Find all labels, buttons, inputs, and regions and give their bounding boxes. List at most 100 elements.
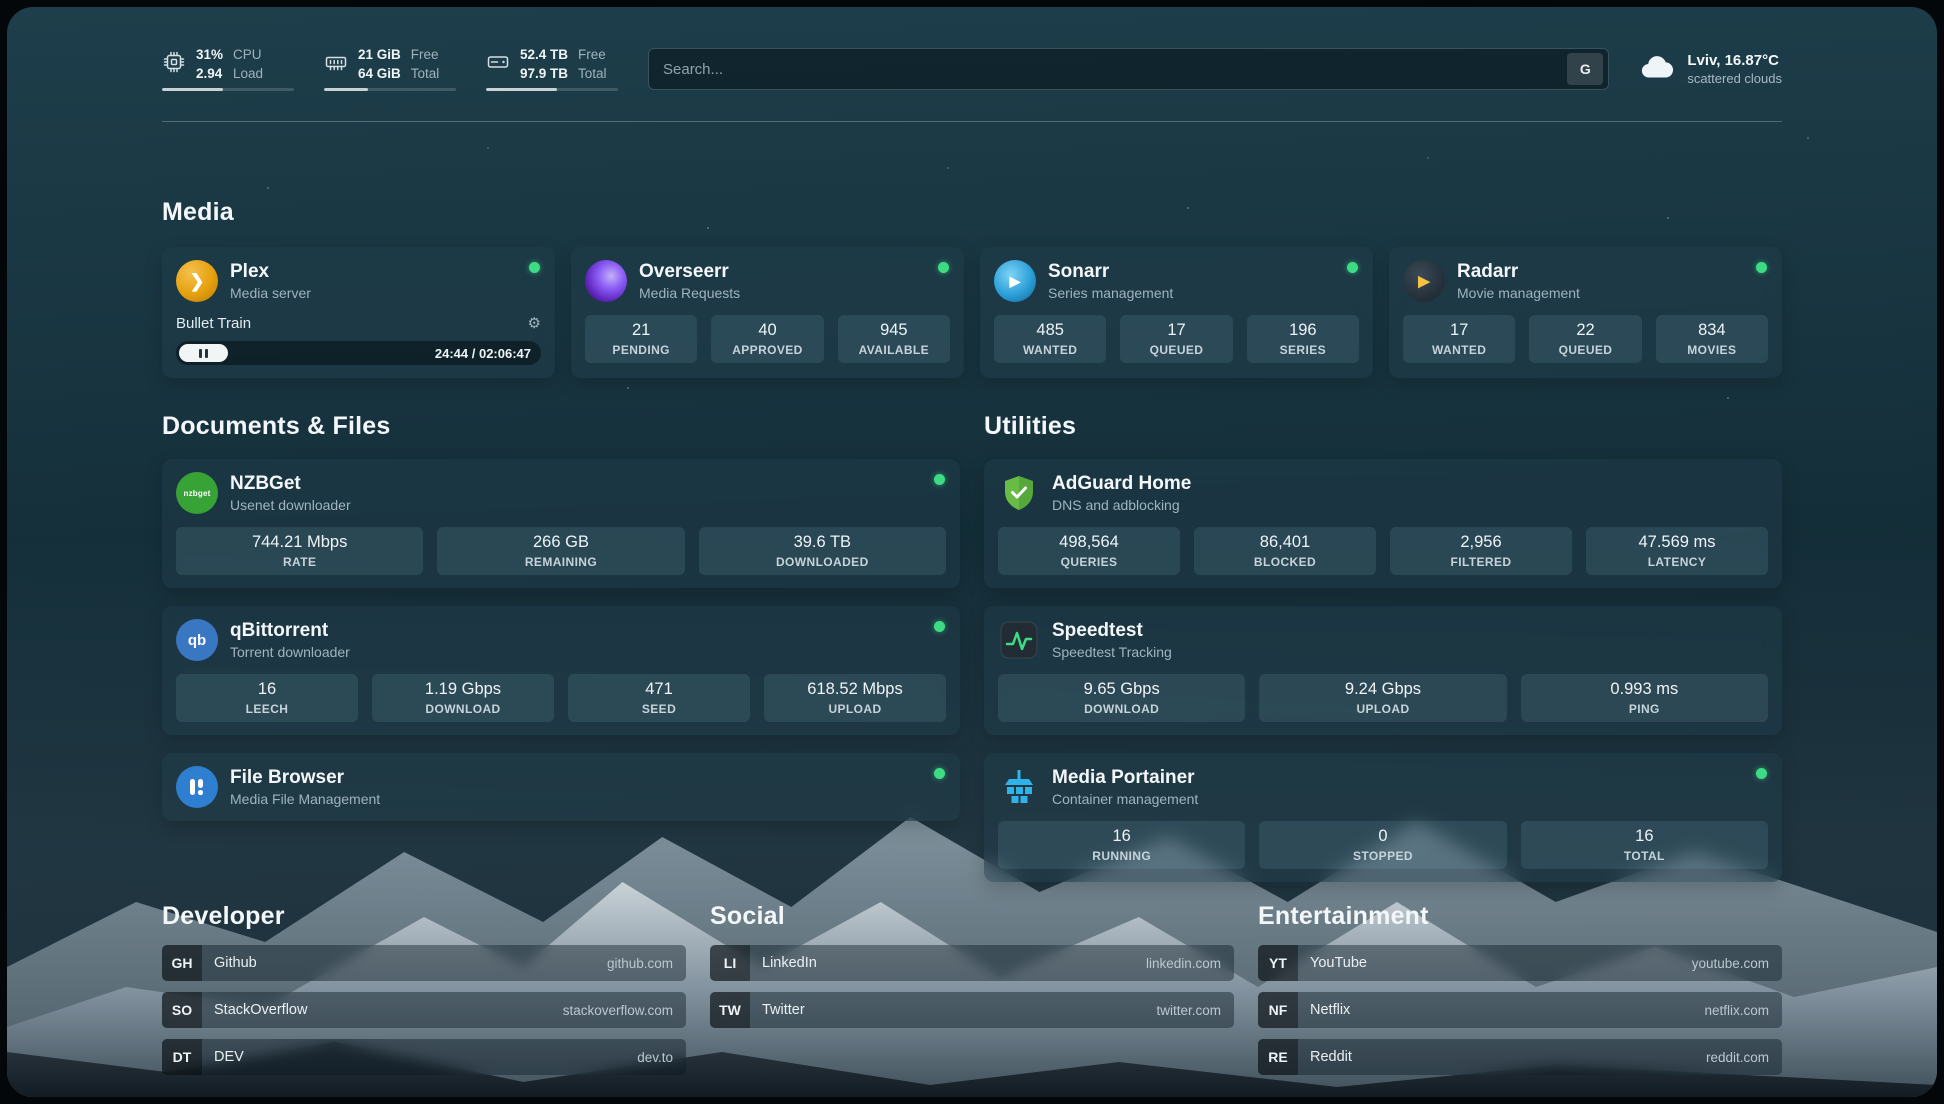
card-speedtest[interactable]: Speedtest Speedtest Tracking 9.65 Gbps D… [984,606,1782,735]
card-portainer[interactable]: Media Portainer Container management 16 … [984,753,1782,882]
stat-label: DOWNLOAD [1084,702,1159,716]
app-name: Speedtest [1052,620,1172,642]
status-dot [934,621,945,632]
card-radarr[interactable]: ▶ Radarr Movie management 17 WANTED 22 Q… [1389,247,1782,378]
disk-free-value: 52.4 TB [520,47,568,64]
stat-label: PING [1629,702,1660,716]
nzbget-icon-label: nzbget [184,489,211,498]
bookmark-abbr: GH [162,945,202,981]
stat-value: 16 [258,680,276,699]
bookmark-stackoverflow[interactable]: SO StackOverflow stackoverflow.com [162,992,686,1028]
stat-value: 485 [1036,321,1064,340]
qbittorrent-icon: qb [176,619,218,661]
card-sonarr[interactable]: ▶ Sonarr Series management 485 WANTED 17… [980,247,1373,378]
section-title-media: Media [162,198,1782,227]
stat-label: WANTED [1023,343,1077,357]
stat-series: 196 SERIES [1247,315,1359,363]
bookmark-abbr: TW [710,992,750,1028]
weather-condition: scattered clouds [1687,71,1782,86]
cloud-icon [1639,49,1675,90]
bookmark-netflix[interactable]: NF Netflix netflix.com [1258,992,1782,1028]
playback-progress-bar[interactable]: 24:44 / 02:06:47 [176,341,541,365]
disk-stat: 52.4 TB 97.9 TB Free Total [486,47,618,92]
stat-stopped: 0 STOPPED [1259,821,1506,869]
bookmark-group-entertainment: Entertainment YT YouTube youtube.com NF … [1258,902,1782,1075]
app-name: File Browser [230,767,380,789]
portainer-icon [998,766,1040,808]
bookmark-dev[interactable]: DT DEV dev.to [162,1039,686,1075]
stat-label: UPLOAD [828,702,881,716]
bookmark-linkedin[interactable]: LI LinkedIn linkedin.com [710,945,1234,981]
pause-icon[interactable] [179,344,228,362]
stat-filtered: 2,956 FILTERED [1390,527,1572,575]
stat-value: 0.993 ms [1610,680,1678,699]
stat-value: 618.52 Mbps [807,680,902,699]
card-qbittorrent[interactable]: qb qBittorrent Torrent downloader 16 LEE… [162,606,960,735]
bookmark-group-title: Developer [162,902,686,931]
stat-value: 22 [1576,321,1594,340]
header-divider [162,121,1782,122]
card-plex[interactable]: ❯ Plex Media server Bullet Train ⚙ 24:44… [162,247,555,378]
radarr-icon-glyph: ▶ [1418,272,1430,290]
stat-upload: 9.24 Gbps UPLOAD [1259,674,1506,722]
stat-download: 1.19 Gbps DOWNLOAD [372,674,554,722]
status-dot [1756,262,1767,273]
stat-value: 17 [1450,321,1468,340]
stat-label: DOWNLOAD [425,702,500,716]
stat-value: 0 [1378,827,1387,846]
bookmark-reddit[interactable]: RE Reddit reddit.com [1258,1039,1782,1075]
app-name: AdGuard Home [1052,473,1191,495]
app-name: Media Portainer [1052,767,1198,789]
bookmark-github[interactable]: GH Github github.com [162,945,686,981]
bookmark-abbr: NF [1258,992,1298,1028]
ram-meter [324,88,456,91]
stat-label: QUERIES [1061,555,1118,569]
section-title-utilities: Utilities [984,412,1782,441]
filebrowser-icon [176,766,218,808]
card-overseerr[interactable]: Overseerr Media Requests 21 PENDING 40 A… [571,247,964,378]
stat-value: 9.65 Gbps [1084,680,1160,699]
stat-label: UPLOAD [1356,702,1409,716]
stat-label: RATE [283,555,316,569]
status-dot [938,262,949,273]
speedtest-icon [998,619,1040,661]
app-name: qBittorrent [230,620,350,642]
stat-label: WANTED [1432,343,1486,357]
card-adguard[interactable]: AdGuard Home DNS and adblocking 498,564 … [984,459,1782,588]
card-nzbget[interactable]: nzbget NZBGet Usenet downloader 744.21 M… [162,459,960,588]
stat-download: 9.65 Gbps DOWNLOAD [998,674,1245,722]
stat-label: TOTAL [1624,849,1665,863]
bookmark-url: reddit.com [1706,1050,1769,1065]
stat-label: REMAINING [525,555,597,569]
stat-label: PENDING [612,343,669,357]
search-bar[interactable]: G [648,48,1609,90]
stat-remaining: 266 GB REMAINING [437,527,684,575]
stat-ping: 0.993 ms PING [1521,674,1768,722]
settings-gear-icon[interactable]: ⚙ [528,314,541,332]
bookmark-name: DEV [214,1049,244,1065]
bookmark-youtube[interactable]: YT YouTube youtube.com [1258,945,1782,981]
stat-label: APPROVED [732,343,803,357]
ram-free-label: Free [411,47,440,64]
stat-value: 17 [1167,321,1185,340]
ram-free-value: 21 GiB [358,47,401,64]
media-card-grid: ❯ Plex Media server Bullet Train ⚙ 24:44… [162,247,1782,378]
bookmark-twitter[interactable]: TW Twitter twitter.com [710,992,1234,1028]
app-subtitle: Movie management [1457,285,1580,301]
search-engine-button[interactable]: G [1567,53,1603,85]
card-filebrowser[interactable]: File Browser Media File Management [162,753,960,821]
search-input[interactable] [663,61,1567,78]
disk-free-label: Free [578,47,607,64]
stat-value: 16 [1635,827,1653,846]
stat-label: LEECH [246,702,289,716]
stat-rate: 744.21 Mbps RATE [176,527,423,575]
disk-icon [486,50,510,79]
section-title-documents: Documents & Files [162,412,960,441]
stat-queued: 22 QUEUED [1529,315,1641,363]
stat-latency: 47.569 ms LATENCY [1586,527,1768,575]
stat-label: STOPPED [1353,849,1413,863]
stat-queued: 17 QUEUED [1120,315,1232,363]
status-dot [934,474,945,485]
disk-meter [486,88,618,91]
ram-total-value: 64 GiB [358,66,401,83]
